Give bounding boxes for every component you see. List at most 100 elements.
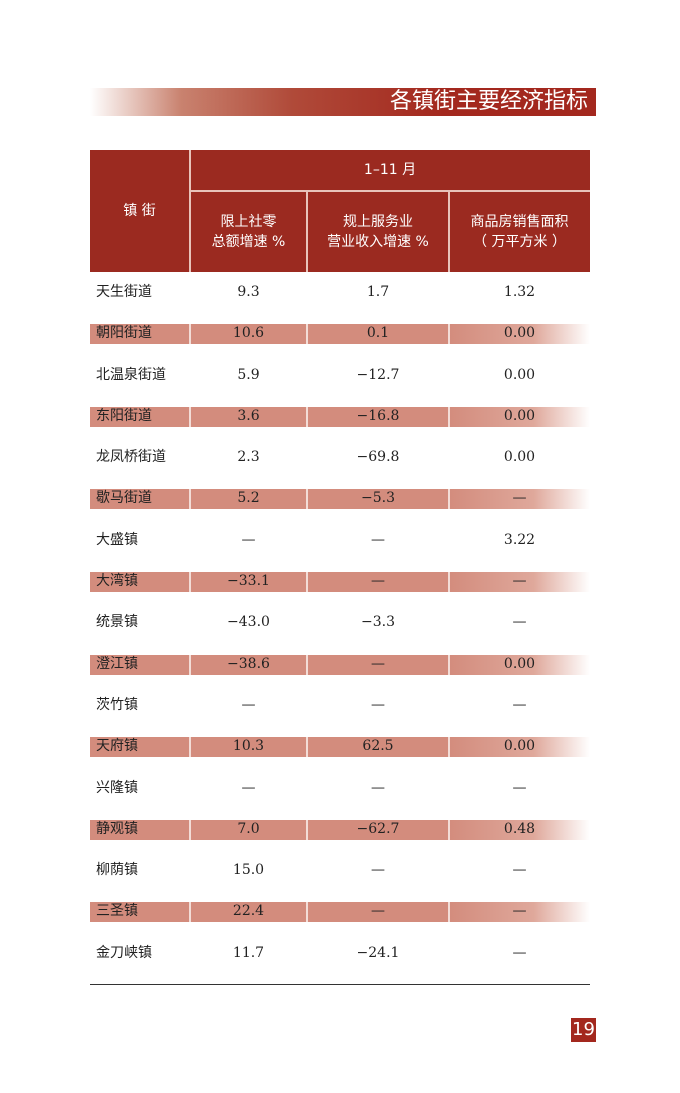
divider (448, 191, 450, 272)
divider (189, 737, 191, 758)
header-housing-line2: （ 万平方米 ） (473, 233, 566, 250)
header-housing-line1: 商品房销售面积 (470, 213, 569, 230)
town-name: 大盛镇 (96, 531, 138, 548)
divider (448, 406, 450, 427)
row-band (90, 819, 590, 840)
divider (306, 406, 308, 427)
table-row: 朝阳街道 10.6 0.1 0.00 (90, 313, 590, 354)
housing-area: 0.00 (503, 325, 536, 342)
town-name: 金刀峡镇 (96, 944, 152, 961)
divider (306, 902, 308, 923)
divider (189, 324, 191, 345)
retail-growth: 11.7 (232, 944, 265, 961)
town-name: 天生街道 (96, 284, 152, 300)
row-band-fade (449, 737, 590, 758)
row-band-fade (449, 572, 590, 593)
header-service-line1: 规上服务业 (343, 213, 413, 230)
retail-growth: — (241, 779, 256, 796)
row-band-fade (449, 406, 590, 427)
header-town: 镇 街 (123, 203, 156, 219)
service-growth: — (371, 655, 385, 672)
page-title: 各镇街主要经济指标 (389, 89, 588, 114)
divider (189, 572, 191, 593)
housing-area: 1.32 (503, 284, 536, 300)
title-bar: 各镇街主要经济指标 (90, 88, 596, 116)
divider (448, 572, 450, 593)
housing-area: — (512, 944, 527, 961)
header-retail: 限上社零 总额增速 % (190, 191, 307, 272)
header-service-line2: 营业收入增速 % (327, 233, 429, 250)
service-growth: 1.7 (366, 284, 390, 300)
retail-growth: −33.1 (227, 573, 270, 590)
table-row: 天生街道 9.3 1.7 1.32 (90, 272, 590, 313)
service-growth: — (371, 779, 385, 796)
service-growth: — (371, 903, 385, 920)
row-band (90, 406, 590, 427)
housing-area: 0.00 (503, 449, 536, 466)
retail-growth: 22.4 (232, 903, 265, 920)
retail-growth: −43.0 (227, 614, 270, 631)
table-row: 大湾镇 −33.1 — — (90, 561, 590, 602)
table-row: 天府镇 10.3 62.5 0.00 (90, 726, 590, 767)
divider (189, 654, 191, 675)
header-housing: 商品房销售面积 （ 万平方米 ） (449, 191, 590, 272)
service-growth: −24.1 (356, 944, 400, 961)
retail-growth: 5.9 (237, 366, 260, 383)
table-row: 三圣镇 22.4 — — (90, 891, 590, 932)
housing-area: 0.00 (503, 655, 536, 672)
service-growth: — (371, 531, 385, 548)
divider (189, 489, 191, 510)
table-row: 东阳街道 3.6 −16.8 0.00 (90, 396, 590, 437)
housing-area: — (512, 903, 527, 920)
service-growth: −69.8 (356, 449, 400, 466)
town-name: 歇马街道 (96, 490, 152, 507)
row-band (90, 737, 590, 758)
housing-area: — (512, 696, 527, 713)
divider (448, 902, 450, 923)
service-growth: −3.3 (361, 614, 395, 631)
town-name: 茨竹镇 (96, 696, 138, 713)
divider (306, 654, 308, 675)
housing-area: — (512, 573, 527, 590)
retail-growth: 10.3 (232, 738, 265, 755)
service-growth: — (371, 696, 385, 713)
service-growth: −62.7 (356, 820, 400, 837)
row-band-fade (449, 324, 590, 345)
header-retail-line2: 总额增速 % (211, 233, 286, 250)
table-row: 澄江镇 −38.6 — 0.00 (90, 644, 590, 685)
retail-growth: 10.6 (232, 325, 265, 342)
divider (306, 324, 308, 345)
retail-growth: 15.0 (232, 862, 265, 879)
divider (306, 191, 308, 272)
town-name: 龙凤桥街道 (96, 449, 166, 466)
retail-growth: 2.3 (237, 449, 260, 466)
divider (448, 819, 450, 840)
table-row: 茨竹镇 — — — (90, 685, 590, 726)
table-row: 北温泉街道 5.9 −12.7 0.00 (90, 355, 590, 396)
row-band-fade (449, 654, 590, 675)
town-name: 柳荫镇 (96, 862, 138, 879)
service-growth: −5.3 (361, 490, 395, 507)
divider (448, 654, 450, 675)
row-band (90, 654, 590, 675)
divider (306, 489, 308, 510)
housing-area: — (512, 490, 527, 507)
housing-area: 0.00 (503, 407, 536, 424)
service-growth: 0.1 (366, 325, 390, 342)
housing-area: 0.00 (503, 738, 536, 755)
header-retail-line1: 限上社零 (220, 213, 277, 230)
town-name: 大湾镇 (96, 573, 138, 590)
bottom-rule (90, 984, 590, 985)
row-band-fade (449, 819, 590, 840)
row-band (90, 324, 590, 345)
table-row: 统景镇 −43.0 −3.3 — (90, 602, 590, 643)
divider (190, 190, 590, 192)
service-growth: 62.5 (362, 738, 394, 755)
retail-growth: 7.0 (237, 820, 260, 837)
service-growth: −16.8 (356, 407, 400, 424)
town-name: 澄江镇 (96, 655, 138, 672)
retail-growth: 9.3 (237, 284, 260, 300)
table-row: 静观镇 7.0 −62.7 0.48 (90, 809, 590, 850)
row-band-fade (449, 489, 590, 510)
